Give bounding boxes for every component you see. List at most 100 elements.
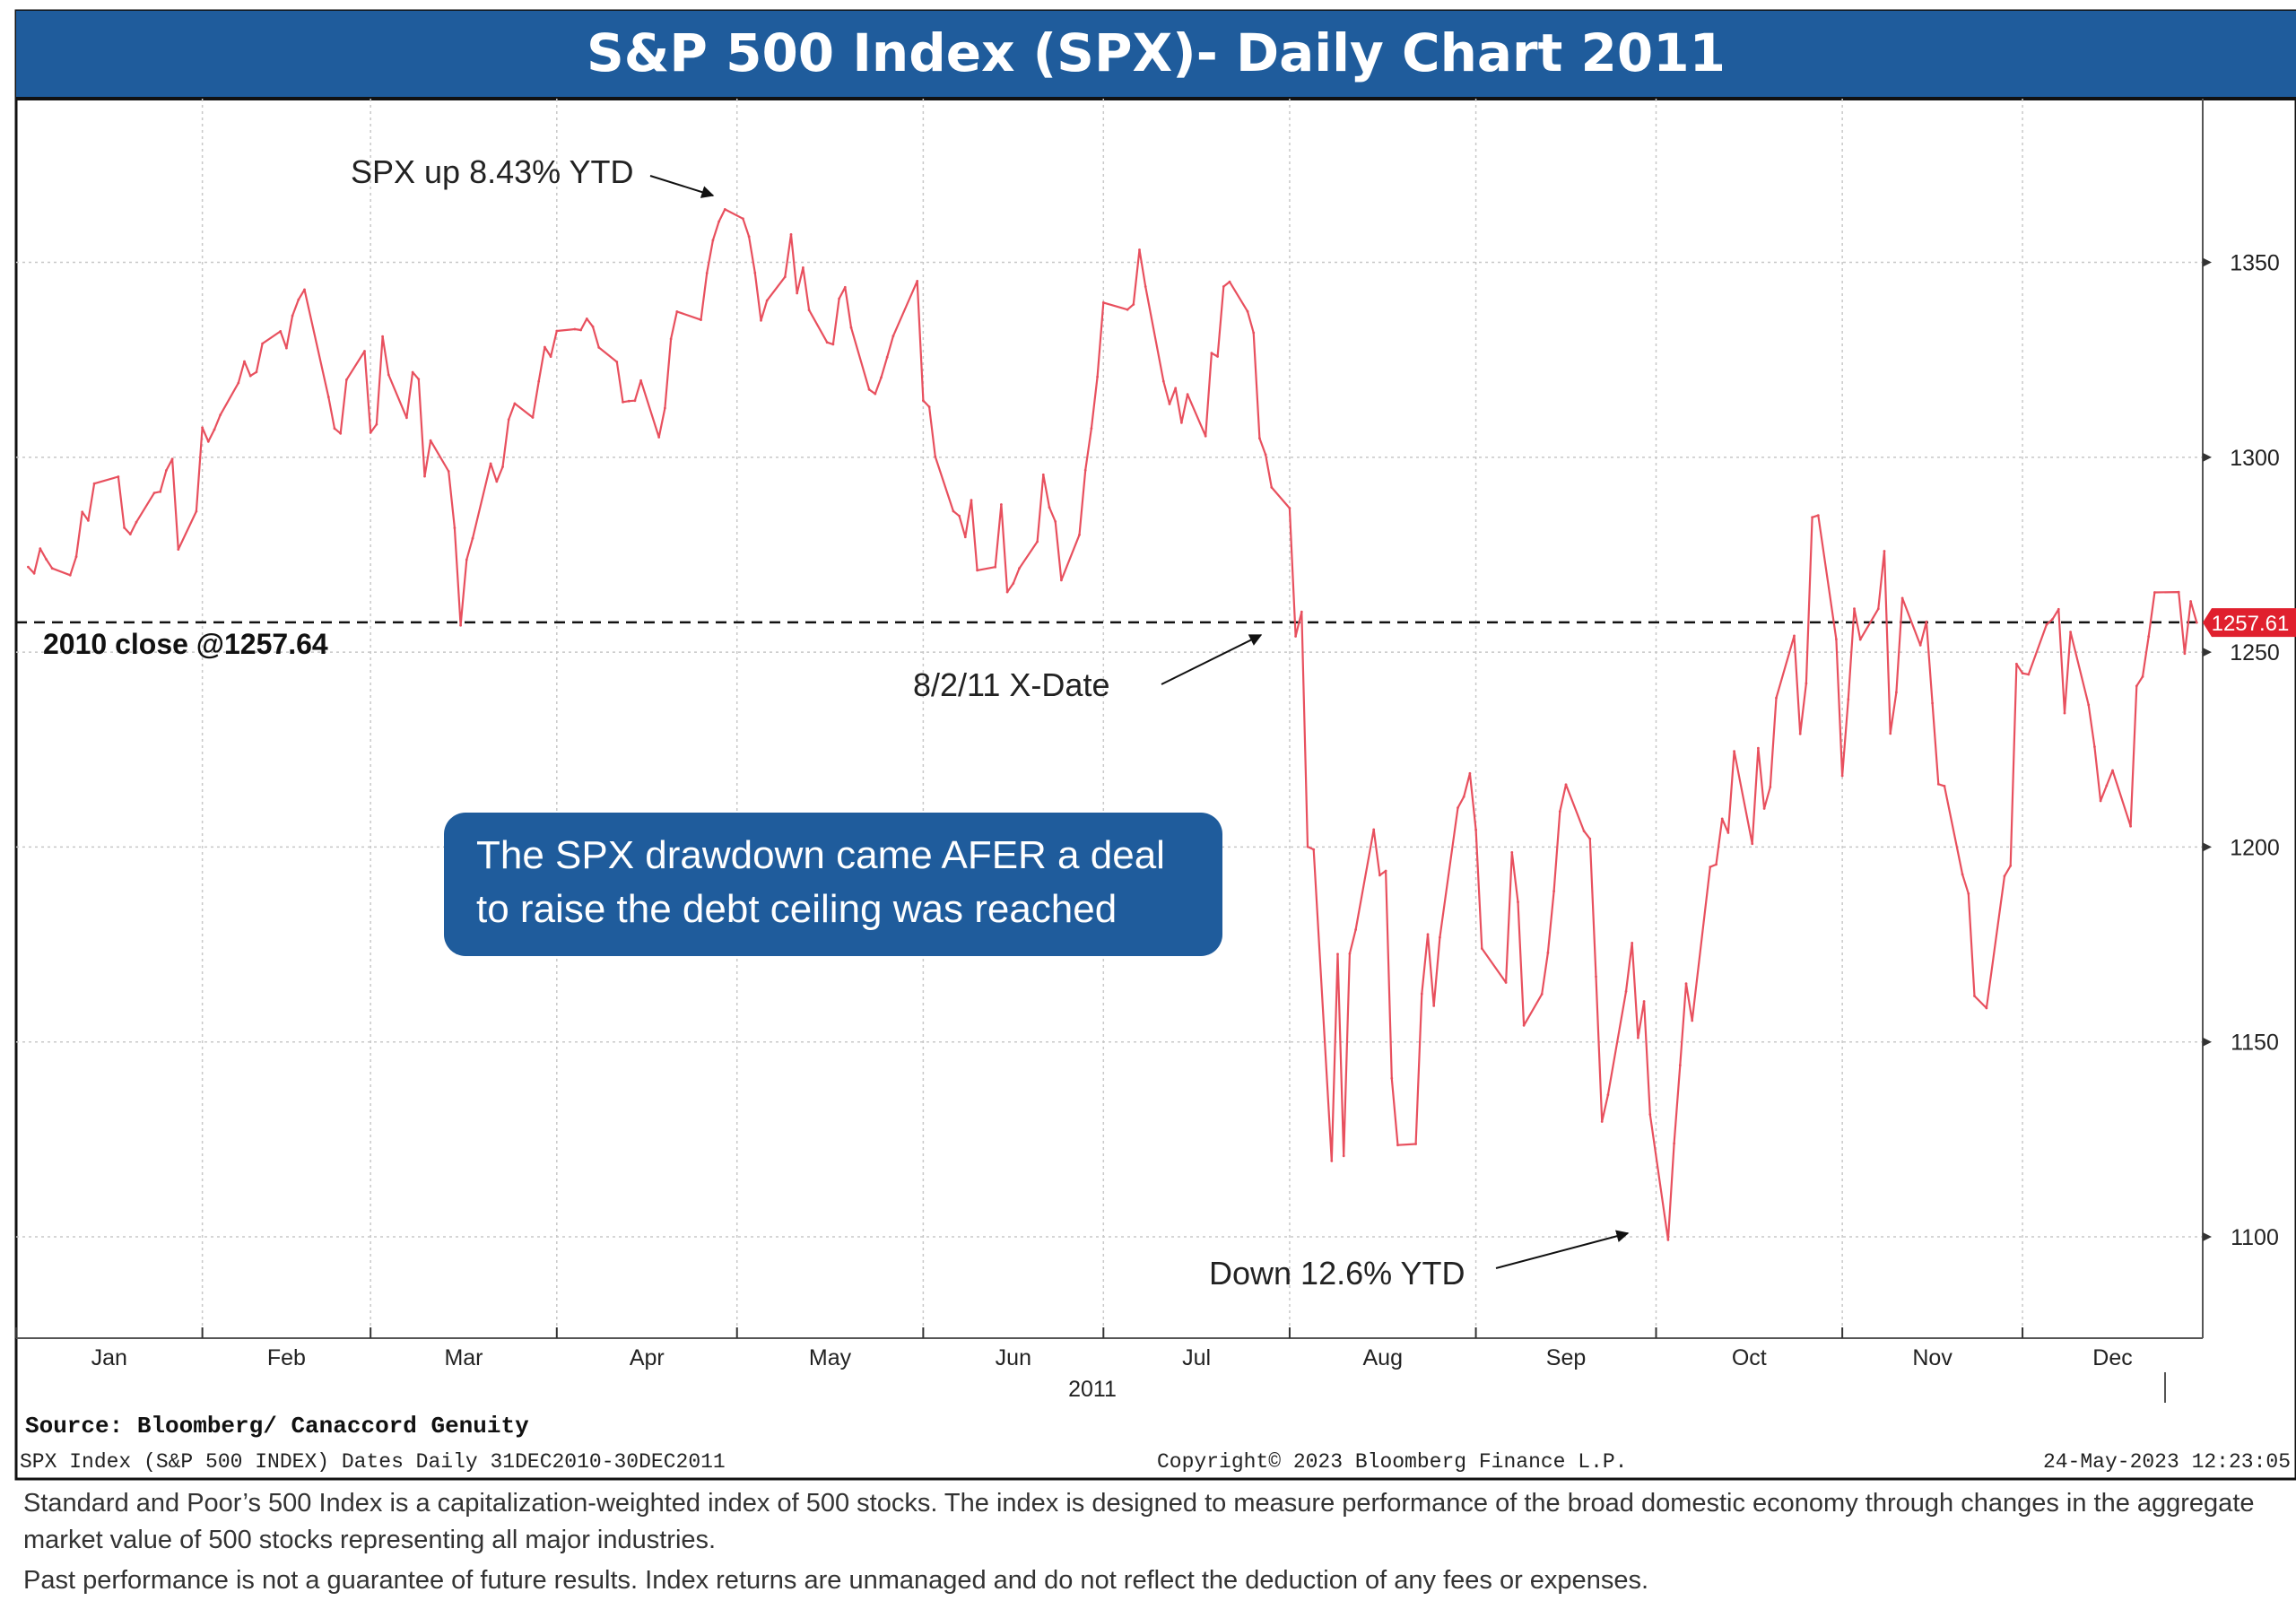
data-point [807, 309, 811, 312]
data-point [1414, 1143, 1417, 1145]
series-points [27, 208, 2198, 1241]
data-point [1588, 837, 1592, 840]
data-point [1252, 331, 1256, 335]
meta-left: SPX Index (S&P 500 INDEX) Dates Daily 31… [20, 1450, 726, 1474]
data-point [579, 328, 582, 332]
x-tick-label: Nov [1912, 1345, 1952, 1370]
data-point [465, 558, 468, 561]
data-point [633, 399, 637, 403]
data-point [1468, 771, 1472, 775]
data-point [1204, 434, 1207, 438]
data-point [2195, 621, 2198, 624]
x-tick-label: Dec [2092, 1345, 2132, 1370]
annotation-peak-text: SPX up 8.43% YTD [351, 153, 634, 190]
footnote-disclaimer: Past performance is not a guarantee of f… [23, 1566, 1649, 1595]
data-point [1036, 540, 1039, 544]
data-point [1420, 992, 1423, 996]
data-point [615, 361, 619, 363]
data-point [1678, 1064, 1682, 1067]
data-point [591, 325, 595, 328]
last-value-label: 1257.61 [2212, 612, 2290, 636]
data-point [339, 431, 343, 435]
data-point [1510, 851, 1514, 854]
data-point [1210, 352, 1213, 355]
data-point [1384, 869, 1387, 873]
spx-series-line [27, 208, 2198, 1241]
data-point [1883, 550, 1886, 552]
meta-center: Copyright© 2023 Bloomberg Finance L.P. [1157, 1450, 1628, 1474]
data-point [1228, 280, 1231, 283]
title-banner [16, 11, 2296, 99]
data-point [880, 376, 883, 379]
data-point [627, 399, 631, 403]
data-point [1798, 732, 1802, 735]
data-point [1757, 746, 1760, 750]
data-point [657, 436, 661, 439]
data-point [1161, 379, 1165, 383]
data-point [1900, 596, 1904, 600]
data-point [2189, 600, 2193, 603]
data-point [1294, 635, 1297, 638]
data-point [2147, 635, 2151, 639]
x-tick-label: Jul [1182, 1345, 1211, 1370]
data-point [849, 326, 853, 329]
data-point [1060, 578, 1063, 582]
data-point [1180, 421, 1183, 424]
data-point [2009, 864, 2013, 867]
data-point [1835, 638, 1838, 641]
data-point [255, 370, 258, 374]
data-point [303, 288, 306, 291]
x-tick-label: Jan [91, 1345, 127, 1370]
data-point [2099, 799, 2102, 803]
data-point [1474, 828, 1477, 831]
data-point [927, 405, 931, 408]
data-point [1624, 990, 1628, 993]
x-axis: Jan Feb Mar Apr May Jun Jul Aug Sep Oct Nov Dec [15, 1327, 2133, 1370]
callout-box: The SPX drawdown came AFER a deal to rai… [444, 813, 1222, 956]
data-point [922, 399, 925, 402]
data-point [718, 220, 720, 223]
data-point [1264, 453, 1267, 457]
data-point [916, 280, 919, 283]
data-point [994, 565, 997, 569]
x-tick-label: Mar [444, 1345, 483, 1370]
data-point [291, 314, 294, 318]
y-tick-mark [2203, 452, 2212, 462]
data-point [405, 416, 408, 420]
data-point [1504, 981, 1508, 984]
data-point [1751, 842, 1754, 846]
data-point [573, 327, 577, 331]
data-point [417, 378, 421, 381]
data-point [2093, 745, 2096, 748]
data-point [1439, 935, 1441, 939]
data-point [1012, 582, 1015, 585]
data-point [219, 413, 222, 416]
data-point [1805, 682, 1808, 685]
data-point [1312, 848, 1316, 851]
annotation-trough: Down 12.6% YTD [1209, 1230, 1630, 1292]
data-point [369, 431, 372, 434]
data-point [874, 392, 877, 396]
data-point [1642, 1000, 1646, 1003]
data-point [50, 567, 54, 570]
y-tick-label: 1350 [2230, 251, 2280, 276]
data-point [1637, 1036, 1639, 1040]
data-point [2057, 607, 2060, 611]
data-point [1396, 1144, 1399, 1147]
callout-line-1: The SPX drawdown came AFER a deal [476, 833, 1165, 877]
data-point [1918, 644, 1922, 647]
data-point [1101, 301, 1105, 304]
data-point [2003, 874, 2006, 878]
data-point [1078, 533, 1081, 536]
data-point [802, 266, 804, 269]
data-point [387, 373, 390, 377]
y-axis: 1100 1150 1200 1250 1300 1350 [2203, 251, 2280, 1250]
data-point [471, 536, 474, 540]
data-point [1595, 975, 1597, 979]
data-point [513, 402, 517, 405]
data-point [1967, 892, 1970, 895]
data-point [429, 439, 432, 442]
data-point [843, 285, 847, 289]
data-point [2105, 784, 2109, 787]
data-point [1691, 1019, 1694, 1022]
